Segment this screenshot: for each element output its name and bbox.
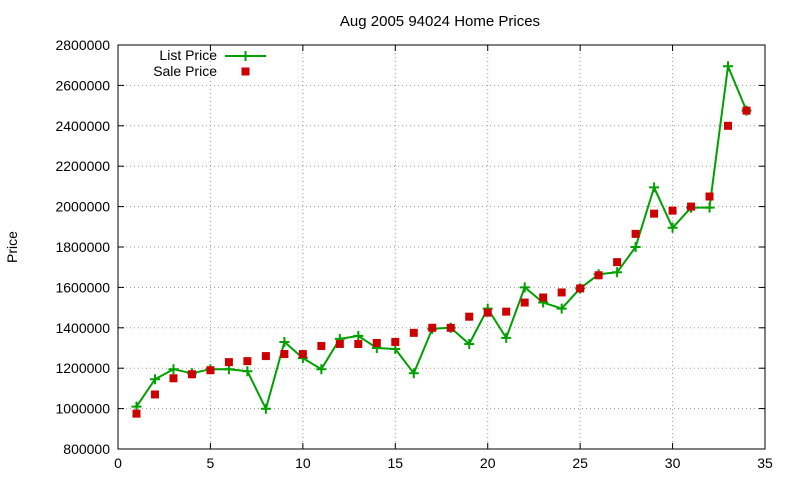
point-sale-price xyxy=(742,106,751,115)
point-list-price xyxy=(279,336,290,347)
point-list-price xyxy=(612,267,623,278)
point-sale-price xyxy=(206,366,215,375)
point-sale-price xyxy=(668,206,677,215)
point-list-price xyxy=(149,374,160,385)
y-axis-label: Price xyxy=(4,231,20,263)
point-list-price xyxy=(649,182,660,193)
x-tick-label: 25 xyxy=(572,455,588,471)
point-list-price xyxy=(464,338,475,349)
x-tick-label: 35 xyxy=(757,455,773,471)
y-tick-label: 1600000 xyxy=(55,279,110,295)
y-tick-label: 2800000 xyxy=(55,37,110,53)
x-tick-label: 10 xyxy=(295,455,311,471)
x-tick-label: 20 xyxy=(480,455,496,471)
point-sale-price xyxy=(428,323,437,332)
legend-marker-sale-price xyxy=(241,67,250,76)
point-sale-price xyxy=(613,258,622,267)
legend-label-sale-price: Sale Price xyxy=(153,63,217,79)
x-tick-label: 15 xyxy=(387,455,403,471)
point-sale-price xyxy=(705,192,714,201)
y-tick-label: 1400000 xyxy=(55,320,110,336)
point-sale-price xyxy=(335,339,344,348)
point-sale-price xyxy=(594,271,603,280)
point-sale-price xyxy=(261,352,270,361)
point-sale-price xyxy=(132,409,141,418)
point-sale-price xyxy=(150,390,159,399)
y-tick-label: 1800000 xyxy=(55,239,110,255)
point-sale-price xyxy=(372,338,381,347)
point-list-price xyxy=(408,368,419,379)
point-sale-price xyxy=(446,323,455,332)
point-list-price xyxy=(556,303,567,314)
point-sale-price xyxy=(631,229,640,238)
y-tick-label: 2000000 xyxy=(55,199,110,215)
point-sale-price xyxy=(724,121,733,130)
y-tick-label: 1000000 xyxy=(55,401,110,417)
point-sale-price xyxy=(317,341,326,350)
point-sale-price xyxy=(539,293,548,302)
point-list-price xyxy=(242,366,253,377)
legend-marker-list-price xyxy=(240,51,251,61)
point-sale-price xyxy=(243,357,252,366)
legend: List Price Sale Price xyxy=(153,47,266,79)
point-sale-price xyxy=(483,308,492,317)
y-tick-label: 2200000 xyxy=(55,158,110,174)
y-tick-label: 800000 xyxy=(63,441,110,457)
point-sale-price xyxy=(520,298,529,307)
y-tick-label: 2400000 xyxy=(55,118,110,134)
point-sale-price xyxy=(280,350,289,359)
point-list-price xyxy=(519,282,530,293)
series-line-list-price xyxy=(135,65,748,410)
point-sale-price xyxy=(465,312,474,321)
point-sale-price xyxy=(169,374,178,383)
point-sale-price xyxy=(502,307,511,316)
point-list-price xyxy=(168,364,179,375)
point-sale-price xyxy=(576,284,585,293)
x-tick-label: 5 xyxy=(207,455,215,471)
grid-lines xyxy=(118,45,765,449)
point-list-price xyxy=(316,364,327,375)
y-tick-label: 1200000 xyxy=(55,360,110,376)
point-sale-price xyxy=(687,202,696,211)
point-list-price xyxy=(667,222,678,233)
chart-title: Aug 2005 94024 Home Prices xyxy=(340,13,540,30)
legend-label-list-price: List Price xyxy=(159,47,217,63)
point-list-price xyxy=(501,332,512,343)
point-list-price xyxy=(723,61,734,72)
x-tick-label: 0 xyxy=(114,455,122,471)
point-sale-price xyxy=(224,358,233,367)
plot-frame xyxy=(117,44,766,450)
point-sale-price xyxy=(409,328,418,337)
x-tick-label: 30 xyxy=(665,455,681,471)
point-list-price xyxy=(260,403,271,414)
y-tick-label: 2600000 xyxy=(55,77,110,93)
point-sale-price xyxy=(187,370,196,379)
point-list-price xyxy=(353,330,364,341)
point-list-price xyxy=(704,202,715,213)
point-sale-price xyxy=(557,288,566,297)
series-layer xyxy=(131,61,752,418)
point-list-price xyxy=(630,242,641,252)
point-sale-price xyxy=(391,337,400,346)
point-sale-price xyxy=(650,209,659,218)
point-sale-price xyxy=(298,350,307,359)
point-sale-price xyxy=(354,339,363,348)
axis-ticks: 0 5 10 15 20 25 30 35 800000 1000000 1200000 140000… xyxy=(55,37,773,471)
